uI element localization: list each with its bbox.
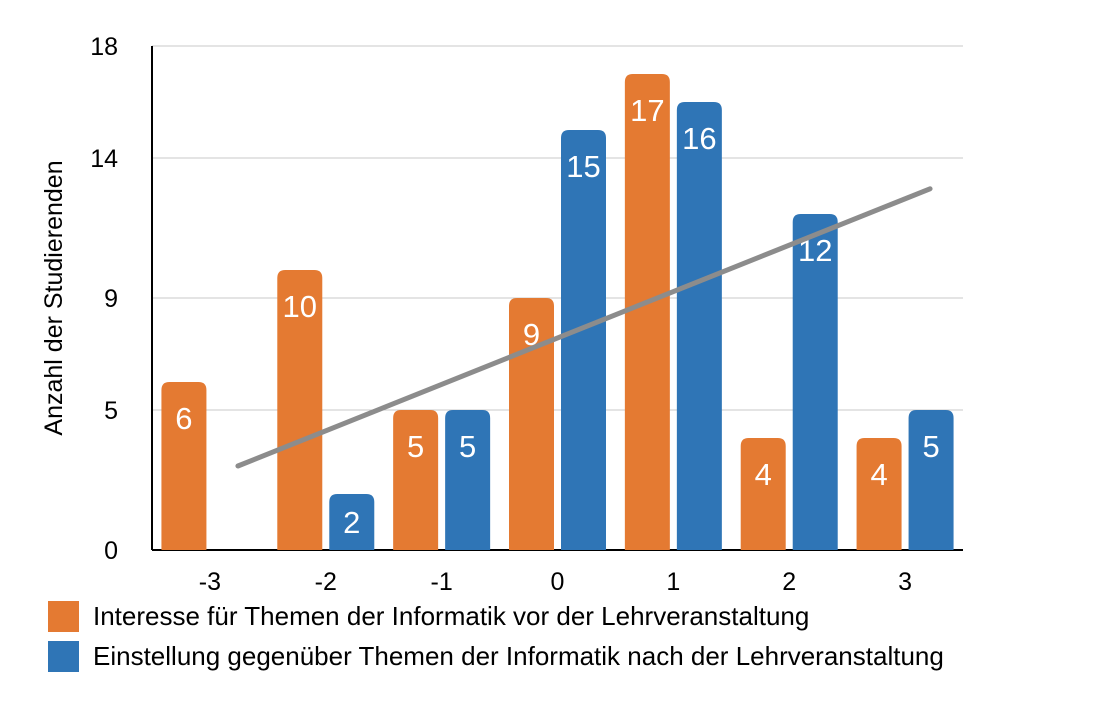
y-tick-label: 9	[104, 285, 118, 313]
bar-series-2	[445, 410, 491, 550]
data-label: 4	[755, 457, 772, 492]
bar-chart: 0 5 9 14 18 -3 -2 -1 0 1 2 3 6 10 5 9 17 4 4 2 5 15 16 1 2 5 An…	[40, 33, 963, 596]
data-label: 9	[523, 317, 540, 352]
bar-series-2	[329, 494, 375, 550]
x-tick-labels: -3 -2 -1 0 1 2 3	[199, 568, 912, 596]
x-tick-label: -1	[431, 568, 453, 596]
legend-label-series-2: Einstellung gegenüber Themen der Informa…	[93, 640, 944, 671]
y-tick-labels: 0 5 9 14 18	[90, 33, 118, 565]
y-tick-label: 14	[90, 145, 118, 173]
data-label: 5	[922, 429, 939, 464]
data-label: 5	[407, 429, 424, 464]
bar-series-2	[561, 130, 606, 550]
y-tick-label: 0	[104, 537, 118, 565]
x-tick-label: 3	[898, 568, 912, 596]
x-tick-label: 0	[551, 568, 565, 596]
legend-item-series-2: Einstellung gegenüber Themen der Informa…	[48, 636, 944, 676]
bar-series-2	[676, 102, 722, 550]
x-tick-label: -2	[315, 568, 337, 596]
legend-label-series-1: Interesse für Themen der Informatik vor …	[93, 600, 810, 631]
data-label: 17	[630, 93, 664, 128]
legend-swatch-series-1	[48, 600, 79, 632]
legend-swatch-series-2	[48, 640, 79, 672]
bar-series-1	[393, 410, 439, 550]
bar-series-1	[161, 382, 207, 550]
bar-series-1	[277, 270, 323, 550]
bar-series-1	[624, 74, 670, 550]
data-label: 10	[283, 289, 317, 324]
data-label: 2	[343, 505, 360, 540]
legend: Interesse für Themen der Informatik vor …	[48, 596, 944, 676]
bar-series-1	[856, 438, 902, 550]
trendline	[235, 186, 933, 469]
gridlines	[152, 45, 963, 411]
data-label: 5	[459, 429, 476, 464]
y-tick-label: 5	[104, 397, 118, 425]
data-label: 4	[870, 457, 887, 492]
y-axis-label: Anzahl der Studierenden	[40, 160, 68, 435]
bar-series-1	[740, 438, 786, 550]
y-tick-label: 18	[90, 33, 118, 61]
x-tick-label: 1	[666, 568, 680, 596]
bar-series-1	[509, 298, 554, 550]
bar-series-2	[908, 410, 954, 550]
data-label: 6	[175, 401, 192, 436]
data-label: 16	[682, 121, 716, 156]
x-tick-label: -3	[199, 568, 221, 596]
legend-item-series-1: Interesse für Themen der Informatik vor …	[48, 596, 944, 636]
data-label: 15	[566, 149, 600, 184]
bar-series-2	[792, 214, 838, 550]
x-tick-label: 2	[782, 568, 796, 596]
